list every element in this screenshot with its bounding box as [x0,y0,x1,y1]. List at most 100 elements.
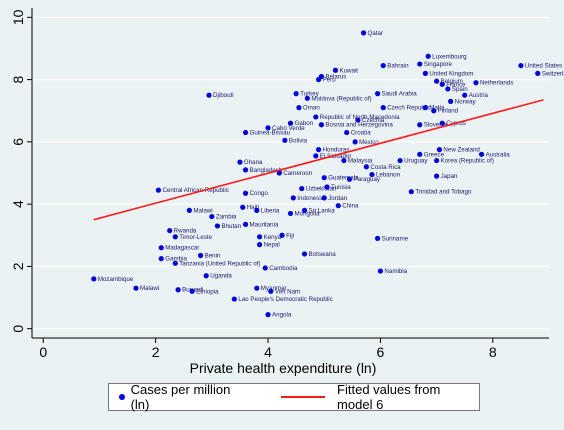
point-label: Austria [469,92,489,99]
point-label: Greece [424,151,445,158]
data-point [462,92,468,98]
data-point [324,184,330,190]
data-point [296,105,302,111]
point-label: Croatia [351,130,372,137]
data-point [355,117,361,123]
point-label: Czechia [362,117,385,124]
data-point [172,260,178,266]
data-point [375,235,381,241]
point-label: Congo [250,190,269,197]
point-label: Costa Rica [370,164,401,171]
point-label: Ghana [244,159,263,166]
point-label: Kuwait [339,67,358,74]
point-label: Netherlands [480,80,513,87]
data-point [321,195,327,201]
data-point [434,78,440,84]
point-label: Djibouti [213,92,234,99]
point-label: Honduras [323,147,350,154]
data-point [363,164,369,170]
legend-marker-line [280,396,326,398]
x-tick-label: 0 [39,344,47,360]
data-point [518,62,524,69]
point-label: Australia [486,151,511,158]
point-label: Spain [452,86,468,93]
point-label: Paraguay [354,176,381,183]
point-label: Turkey [300,91,320,98]
point-label: Cabo Verde [272,125,305,132]
data-point [417,151,423,157]
data-point [254,285,260,291]
data-point [133,285,139,291]
point-label: United States [525,63,562,70]
point-label: Gabon [295,120,314,127]
data-point [175,287,181,293]
data-point [197,252,204,259]
point-label: Peru [323,77,337,84]
legend-item-cases: Cases per million (ln) [109,382,245,412]
data-point [315,147,322,153]
point-label: El Salvador [320,153,352,160]
point-label: Tunisia [331,184,351,191]
point-label: Lebanon [376,172,401,179]
x-tick-label: 4 [264,344,272,360]
data-point [301,207,308,213]
point-label: Bolivia [289,137,308,144]
data-point [293,91,299,97]
data-point [299,185,305,192]
data-point [279,232,285,238]
point-label: Botswana [309,251,337,258]
data-point [360,30,367,36]
point-label: Switzerland [542,70,564,77]
data-point [186,207,192,213]
data-point [276,170,282,176]
data-point [439,120,445,126]
data-point [318,122,325,128]
point-label: Belgium [441,78,463,85]
point-label: Madagascar [165,245,199,252]
x-axis: 0 2 4 6 8 [32,337,549,360]
data-point [369,171,375,178]
point-label: Bhutan [221,223,241,230]
legend: Cases per million (ln) Fitted values fro… [108,382,480,412]
data-point [417,61,423,67]
x-tick-label: 2 [152,344,160,360]
x-axis-label: Private health expenditure (ln) [190,360,377,376]
point-label: Guatemala [328,175,359,182]
point-label: Liberia [261,207,280,214]
point-label: Luxembourg [432,53,467,60]
data-point [254,207,260,213]
data-point [231,296,237,302]
data-point [290,195,296,201]
data-point [425,53,431,59]
point-label: Fiji [286,232,294,239]
plot-area [32,8,549,338]
point-label: Benin [205,253,221,260]
point-label: Lao People's Democratic Republic [238,296,332,303]
point-label: Kenya [264,234,282,241]
point-label: Central African Republic [162,187,228,194]
point-label: Indonesia [297,195,324,202]
data-point [158,245,164,251]
data-point [91,276,97,282]
point-label: Ethiopia [196,288,219,295]
point-label: Bahrain [387,63,409,70]
point-label: Uganda [210,273,232,280]
data-point [189,288,195,294]
fitted-line [93,99,544,221]
data-point [335,203,341,209]
point-label: Oman [303,105,320,112]
data-point [242,129,249,136]
data-point [242,167,249,173]
grid-lines [32,16,549,330]
point-label: Gambia [165,256,187,263]
point-label: Viet Nam [275,288,300,295]
data-point [375,91,381,97]
point-label: Japan [441,173,458,180]
data-point [422,105,428,111]
y-tick-label: 0 [10,325,26,333]
point-label: Trinidad and Tobago [415,189,472,196]
data-point [380,105,386,111]
data-point [448,98,454,104]
point-label: Uzbekistan [306,186,337,193]
point-label: Singapore [424,61,453,68]
